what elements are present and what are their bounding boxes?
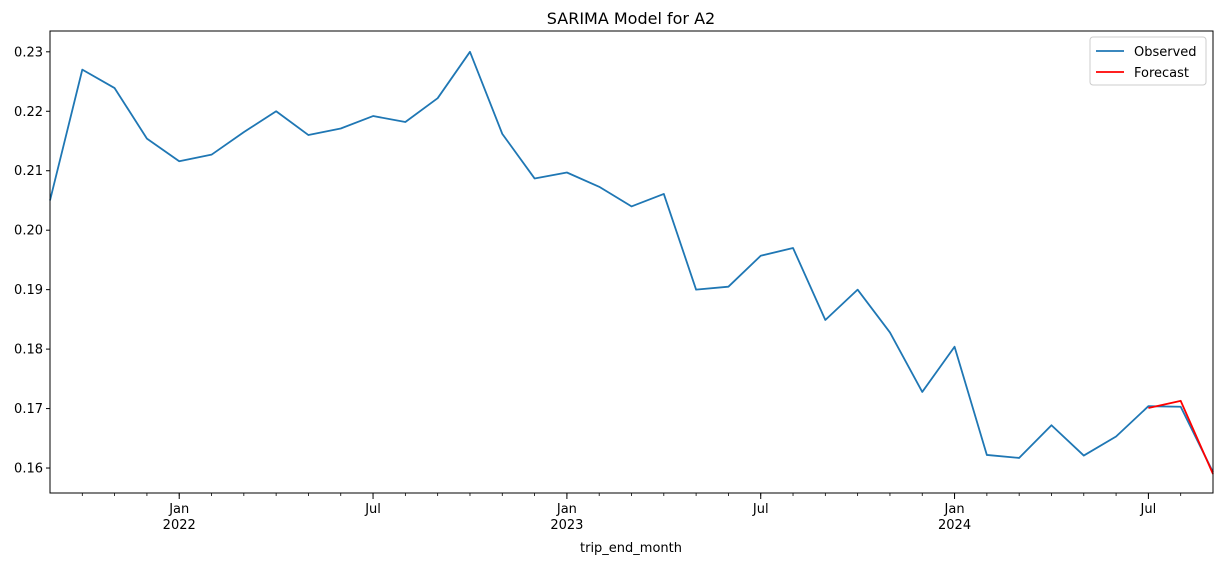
x-tick-label: Jul: [752, 502, 769, 517]
series-layer: [49, 50, 1214, 475]
plot-frame: [49, 30, 1214, 494]
y-tick-label: 0.16: [14, 462, 43, 477]
axes-layer: 0.160.170.180.190.200.210.220.23Jan2022J…: [14, 45, 1182, 533]
y-tick-label: 0.21: [14, 164, 43, 179]
series-line-forecast: [1148, 399, 1214, 475]
x-tick-label: Jan: [168, 502, 189, 517]
y-tick-label: 0.19: [14, 283, 43, 298]
x-tick-label: Jan: [944, 502, 965, 517]
legend-observed-label: Observed: [1134, 45, 1197, 60]
y-tick-label: 0.18: [14, 343, 43, 358]
x-tick-year-label: 2024: [938, 518, 971, 533]
x-tick-year-label: 2022: [163, 518, 196, 533]
y-tick-label: 0.17: [14, 402, 43, 417]
legend-box: [1089, 36, 1207, 86]
x-tick-year-label: 2023: [550, 518, 583, 533]
x-tick-label: Jul: [364, 502, 381, 517]
x-tick-label: Jan: [556, 502, 577, 517]
x-tick-label: Jul: [1140, 502, 1157, 517]
y-tick-label: 0.23: [14, 45, 43, 60]
y-tick-label: 0.22: [14, 105, 43, 120]
y-tick-label: 0.20: [14, 224, 43, 239]
chart-title: SARIMA Model for A2: [547, 9, 715, 28]
legend-forecast-label: Forecast: [1134, 66, 1189, 81]
series-line-observed: [49, 50, 1214, 473]
x-axis-label: trip_end_month: [580, 541, 682, 556]
legend: Observed Forecast: [1089, 36, 1207, 86]
